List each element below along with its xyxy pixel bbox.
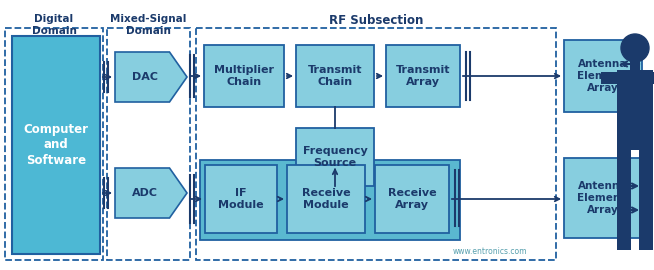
Bar (601, 72, 617, 84)
Bar (375, 165, 449, 233)
Bar (617, 70, 653, 150)
Polygon shape (115, 168, 187, 218)
Bar (200, 160, 460, 240)
Text: DAC: DAC (132, 72, 158, 82)
Text: Transmit
Array: Transmit Array (396, 65, 450, 87)
Text: Frequency
Source: Frequency Source (303, 146, 368, 168)
Bar (617, 150, 631, 250)
Text: Receive
Module: Receive Module (301, 188, 351, 210)
Text: Antenna
Element/
Array: Antenna Element/ Array (577, 59, 629, 93)
Bar (630, 60, 640, 70)
Bar (205, 165, 277, 233)
Bar (196, 28, 556, 260)
Text: Antenna
Element/
Array: Antenna Element/ Array (577, 181, 629, 215)
Text: ADC: ADC (132, 188, 158, 198)
Text: IF
Module: IF Module (218, 188, 264, 210)
Text: Receive
Array: Receive Array (388, 188, 436, 210)
Text: RF Subsection: RF Subsection (329, 14, 423, 27)
Bar (653, 72, 654, 84)
Text: www.entronics.com: www.entronics.com (453, 248, 527, 256)
Text: Computer
and
Software: Computer and Software (24, 123, 88, 167)
Bar (296, 128, 374, 186)
Text: Multiplier
Chain: Multiplier Chain (214, 65, 274, 87)
Bar (204, 45, 284, 107)
Text: Mixed-Signal
Domain: Mixed-Signal Domain (111, 14, 186, 36)
Bar (12, 36, 100, 254)
Bar (296, 45, 374, 107)
Polygon shape (115, 52, 187, 102)
Bar (564, 40, 642, 112)
Circle shape (621, 34, 649, 62)
Bar (386, 45, 460, 107)
Text: Transmit
Chain: Transmit Chain (308, 65, 362, 87)
Bar (287, 165, 365, 233)
Text: Digital
Domain: Digital Domain (31, 14, 77, 36)
Bar (107, 28, 190, 260)
Bar (639, 150, 653, 250)
Bar (5, 28, 103, 260)
Bar (564, 158, 642, 238)
